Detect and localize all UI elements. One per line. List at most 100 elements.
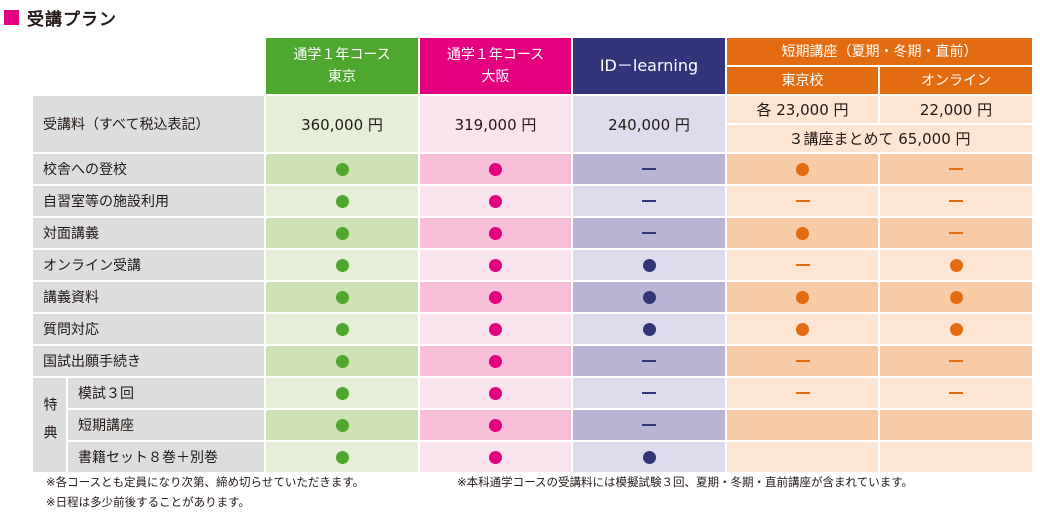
row-cell	[880, 250, 1032, 280]
available-dot-icon	[335, 418, 349, 432]
fee-short-bundle-value: ３講座まとめて 65,000 円	[788, 130, 971, 148]
header-short-tokyo-label: 東京校	[781, 72, 824, 89]
row-cell	[420, 154, 571, 184]
row-cell	[266, 346, 418, 376]
row-cell	[880, 218, 1032, 248]
fee-osaka: 319,000 円	[420, 96, 571, 152]
note-3: ※日程は多少前後することがあります。	[46, 495, 250, 509]
row-cell	[880, 410, 1032, 440]
not-available-dash-icon	[795, 392, 810, 394]
row-label: 書籍セット８巻＋別巻	[68, 442, 264, 472]
row-label-text: 国試出願手続き	[43, 354, 141, 370]
not-available-dash-icon	[949, 392, 963, 394]
header-short-course: 短期講座（夏期・冬期・直前）	[727, 38, 1032, 65]
row-cell	[420, 346, 571, 376]
row-label-text: 質問対応	[43, 322, 99, 338]
row-cell	[573, 282, 725, 312]
row-cell	[727, 154, 878, 184]
row-cell	[880, 186, 1032, 216]
available-dot-icon	[949, 290, 963, 304]
available-dot-icon	[489, 322, 502, 336]
row-cell	[573, 378, 725, 408]
row-cell	[727, 186, 878, 216]
row-cell	[573, 186, 725, 216]
not-available-dash-icon	[795, 264, 810, 266]
row-cell	[573, 346, 725, 376]
row-label: 校舎への登校	[33, 154, 264, 184]
row-label: 短期講座	[68, 410, 264, 440]
available-dot-icon	[642, 258, 656, 272]
header-short-online-label: オンライン	[921, 72, 991, 89]
row-label-text: 対面講義	[43, 226, 99, 242]
row-cell	[266, 378, 418, 408]
row-label-text: オンライン受講	[43, 258, 141, 274]
header-tokyo-line1: 通学１年コース	[293, 47, 391, 63]
row-cell	[727, 282, 878, 312]
available-dot-icon	[335, 194, 349, 208]
available-dot-icon	[949, 322, 963, 336]
available-dot-icon	[489, 450, 502, 464]
row-cell	[266, 410, 418, 440]
available-dot-icon	[335, 290, 349, 304]
header-osaka: 通学１年コース 大阪	[420, 38, 571, 94]
not-available-dash-icon	[642, 424, 656, 426]
fee-id-value: 240,000 円	[608, 115, 690, 134]
row-cell	[420, 378, 571, 408]
row-cell	[420, 314, 571, 344]
not-available-dash-icon	[949, 168, 963, 170]
row-cell	[420, 442, 571, 472]
row-cell	[880, 282, 1032, 312]
row-label: 模試３回	[68, 378, 264, 408]
fee-label-text: 受講料（すべて税込表記）	[43, 117, 210, 133]
row-cell	[727, 218, 878, 248]
row-cell	[573, 410, 725, 440]
fee-tokyo-value: 360,000 円	[301, 115, 383, 134]
row-cell	[727, 346, 878, 376]
fee-label: 受講料（すべて税込表記）	[33, 96, 264, 152]
available-dot-icon	[335, 258, 349, 272]
available-dot-icon	[796, 162, 809, 176]
row-label-text: 短期講座	[78, 418, 134, 434]
row-label: 対面講義	[33, 218, 264, 248]
not-available-dash-icon	[642, 168, 656, 170]
available-dot-icon	[949, 258, 963, 272]
available-dot-icon	[335, 386, 349, 400]
row-cell	[573, 442, 725, 472]
row-label-text: 校舎への登校	[43, 162, 127, 178]
available-dot-icon	[489, 162, 502, 176]
header-osaka-line2: 大阪	[481, 69, 510, 85]
section-title: 受講プラン	[4, 4, 117, 30]
available-dot-icon	[642, 290, 656, 304]
row-cell	[420, 282, 571, 312]
row-label-text: 模試３回	[78, 386, 134, 402]
row-label: 質問対応	[33, 314, 264, 344]
available-dot-icon	[335, 162, 349, 176]
row-cell	[727, 410, 878, 440]
row-cell	[573, 250, 725, 280]
header-tokyo: 通学１年コース 東京	[266, 38, 418, 94]
fee-short-online-value: 22,000 円	[919, 101, 993, 119]
row-cell	[727, 314, 878, 344]
row-cell	[727, 442, 878, 472]
row-cell	[266, 442, 418, 472]
header-short-label: 短期講座（夏期・冬期・直前）	[781, 43, 978, 60]
row-cell	[573, 314, 725, 344]
row-cell	[420, 186, 571, 216]
fee-osaka-value: 319,000 円	[454, 115, 537, 134]
header-tokyo-line2: 東京	[328, 69, 356, 85]
header-osaka-line1: 通学１年コース	[446, 47, 545, 63]
available-dot-icon	[335, 322, 349, 336]
note-2: ※本科通学コースの受講料には模擬試験３回、夏期・冬期・直前講座が含まれています。	[457, 475, 914, 489]
header-short-online: オンライン	[880, 67, 1032, 94]
available-dot-icon	[489, 290, 502, 304]
fee-short-online: 22,000 円	[880, 96, 1032, 123]
row-cell	[880, 154, 1032, 184]
not-available-dash-icon	[642, 392, 656, 394]
fee-tokyo: 360,000 円	[266, 96, 418, 152]
available-dot-icon	[335, 354, 349, 368]
fee-short-tokyo: 各 23,000 円	[727, 96, 878, 123]
available-dot-icon	[489, 226, 502, 240]
header-short-tokyo: 東京校	[727, 67, 878, 94]
not-available-dash-icon	[642, 200, 656, 202]
row-label-text: 自習室等の施設利用	[43, 194, 169, 210]
